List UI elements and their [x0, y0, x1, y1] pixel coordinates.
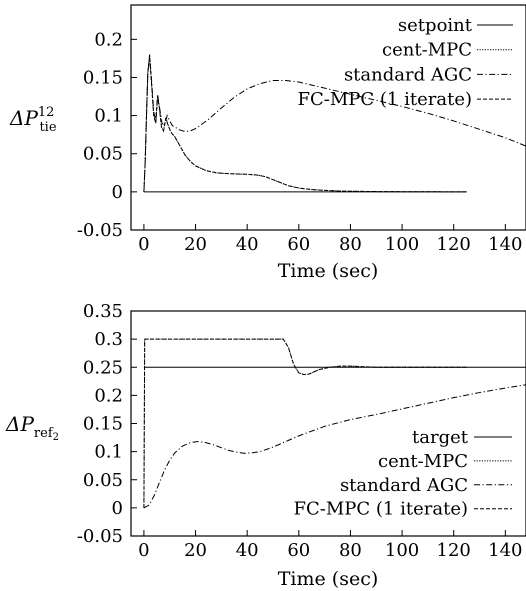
y-tick-label: 0.05	[83, 144, 123, 165]
legend: target cent-MPC standard AGC FC-MPC (1 iter…	[294, 427, 512, 520]
x-tick-label: 40	[236, 234, 259, 255]
x-tick-label: 100	[385, 540, 419, 561]
series-layer	[143, 54, 526, 193]
x-tick-label: 140	[488, 540, 522, 561]
x-tick-label: 60	[287, 540, 310, 561]
x-tick-label: 140	[488, 234, 522, 255]
legend-label: standard AGC	[340, 475, 468, 496]
reference-power-chart: ΔPref2 -0.05 0 0.05 0.1 0.15 0.2 0.25 0.3 0.35 0…	[5, 301, 526, 590]
y-tick-label: 0.3	[94, 329, 123, 350]
x-tick-label: 0	[138, 540, 149, 561]
y-ticks: -0.05 0 0.05 0.1 0.15 0.2	[77, 29, 137, 241]
x-axis-label: Time (sec)	[278, 260, 379, 282]
y-tick-label: 0.15	[83, 67, 123, 88]
x-tick-label: 80	[339, 234, 362, 255]
y-tick-label: 0.2	[94, 385, 123, 406]
x-tick-label: 20	[184, 234, 207, 255]
y-tick-label: 0.05	[83, 470, 123, 491]
y-ticks: -0.05 0 0.05 0.1 0.15 0.2 0.25 0.3 0.35	[77, 301, 137, 547]
legend-label: target	[412, 427, 469, 448]
legend-label: cent-MPC	[378, 451, 468, 472]
x-tick-label: 20	[184, 540, 207, 561]
legend-label: setpoint	[398, 15, 473, 36]
legend-label: cent-MPC	[382, 40, 472, 61]
series-line-fc-mpc-1-iterate	[143, 56, 467, 193]
y-tick-label: -0.05	[77, 526, 123, 547]
y-tick-label: 0.2	[94, 29, 123, 50]
legend-label: FC-MPC (1 iterate)	[294, 499, 468, 520]
x-tick-label: 80	[339, 540, 362, 561]
y-tick-label: 0	[112, 182, 123, 203]
y-tick-label: -0.05	[77, 220, 123, 241]
y-tick-label: 0.15	[83, 414, 123, 435]
legend: setpoint cent-MPC standard AGC FC-MPC (1 it…	[298, 15, 513, 110]
y-axis-label: ΔP12 tie	[9, 105, 57, 135]
x-tick-label: 60	[287, 234, 310, 255]
legend-label: FC-MPC (1 iterate)	[298, 89, 472, 110]
x-tick-label: 120	[437, 234, 471, 255]
x-axis-label: Time (sec)	[278, 568, 379, 590]
x-tick-label: 40	[236, 540, 259, 561]
x-ticks: 0 20 40 60 80 100 120 140	[138, 530, 523, 561]
x-ticks: 0 20 40 60 80 100 120 140	[138, 224, 523, 255]
legend-label: standard AGC	[344, 64, 472, 85]
series-line-standard-agc	[143, 384, 526, 509]
y-tick-label: 0.35	[83, 301, 123, 322]
y-tick-label: 0	[112, 498, 123, 519]
y-tick-label: 0.1	[94, 442, 123, 463]
series-layer	[143, 338, 526, 509]
plot-frame	[130, 4, 526, 231]
x-tick-label: 120	[437, 540, 471, 561]
x-tick-label: 0	[138, 234, 149, 255]
tie-line-power-chart: ΔP12 tie -0.05 0 0.05 0.1 0.15 0.2 0 20 40 60 80 10…	[9, 4, 526, 282]
y-tick-label: 0.25	[83, 357, 123, 378]
y-tick-label: 0.1	[94, 106, 123, 127]
x-tick-label: 100	[385, 234, 419, 255]
y-axis-label: ΔPref2	[5, 412, 59, 443]
